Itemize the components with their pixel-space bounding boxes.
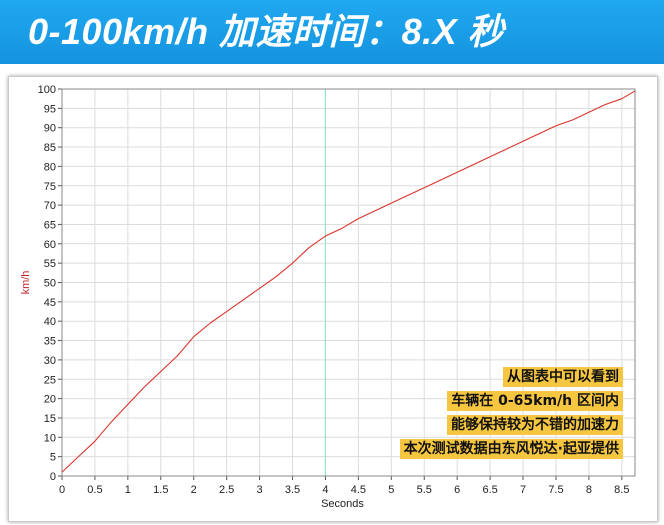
- y-tick-label: 30: [44, 355, 56, 367]
- y-axis-label: km/h: [20, 271, 32, 295]
- note-line-4: 本次测试数据由东风悦达·起亚提供: [399, 439, 623, 459]
- y-tick-label: 100: [38, 84, 56, 96]
- x-tick-label: 5: [388, 484, 394, 496]
- y-tick-label: 50: [44, 278, 56, 290]
- y-tick-label: 25: [44, 374, 56, 386]
- y-tick-label: 70: [44, 200, 56, 212]
- y-tick-label: 5: [50, 452, 56, 464]
- x-tick-label: 2.5: [219, 484, 234, 496]
- y-tick-label: 85: [44, 142, 56, 154]
- y-tick-label: 65: [44, 219, 56, 231]
- plot-border: [61, 88, 636, 477]
- x-tick-label: 1.5: [153, 484, 168, 496]
- y-tick-label: 80: [44, 161, 56, 173]
- y-tick-label: 60: [44, 239, 56, 251]
- x-tick-label: 6.5: [482, 484, 497, 496]
- y-tick-label: 55: [44, 258, 56, 270]
- acceleration-chart: 0510152025303540455055606570758085909510…: [20, 84, 636, 510]
- x-tick-label: 1: [125, 484, 131, 496]
- x-tick-label: 3: [257, 484, 263, 496]
- y-tick-label: 75: [44, 181, 56, 193]
- x-tick-label: 4.5: [351, 484, 366, 496]
- note-line-1: 从图表中可以看到: [503, 367, 623, 387]
- x-tick-label: 4: [322, 484, 328, 496]
- x-tick-label: 0.5: [87, 484, 102, 496]
- y-tick-label: 95: [44, 103, 56, 115]
- x-tick-label: 3.5: [285, 484, 300, 496]
- x-tick-label: 7.5: [548, 484, 563, 496]
- y-tick-label: 90: [44, 123, 56, 135]
- x-tick-label: 8: [586, 484, 592, 496]
- y-tick-label: 35: [44, 336, 56, 348]
- page-title: 0-100km/h 加速时间：8.X 秒: [0, 0, 664, 64]
- y-tick-label: 15: [44, 413, 56, 425]
- y-tick-label: 10: [44, 432, 56, 444]
- y-tick-label: 20: [44, 394, 56, 406]
- x-tick-label: 7: [520, 484, 526, 496]
- x-tick-label: 8.5: [614, 484, 629, 496]
- x-tick-label: 0: [59, 484, 65, 496]
- x-tick-label: 6: [454, 484, 460, 496]
- y-tick-label: 45: [44, 297, 56, 309]
- chart-panel: 0 5 10 15 20 25 30 35 40 45 50 55 60 65 70 75 80 85 90 95 10…: [8, 76, 658, 522]
- note-line-2: 车辆在 0-65km/h 区间内: [447, 391, 623, 411]
- y-tick-label: 40: [44, 316, 56, 328]
- note-line-3: 能够保持较为不错的加速力: [447, 415, 623, 435]
- x-axis-label: Seconds: [321, 498, 364, 510]
- y-tick-label: 0: [50, 471, 56, 483]
- x-tick-label: 2: [191, 484, 197, 496]
- series-line-0: [61, 90, 636, 473]
- x-tick-label: 5.5: [417, 484, 432, 496]
